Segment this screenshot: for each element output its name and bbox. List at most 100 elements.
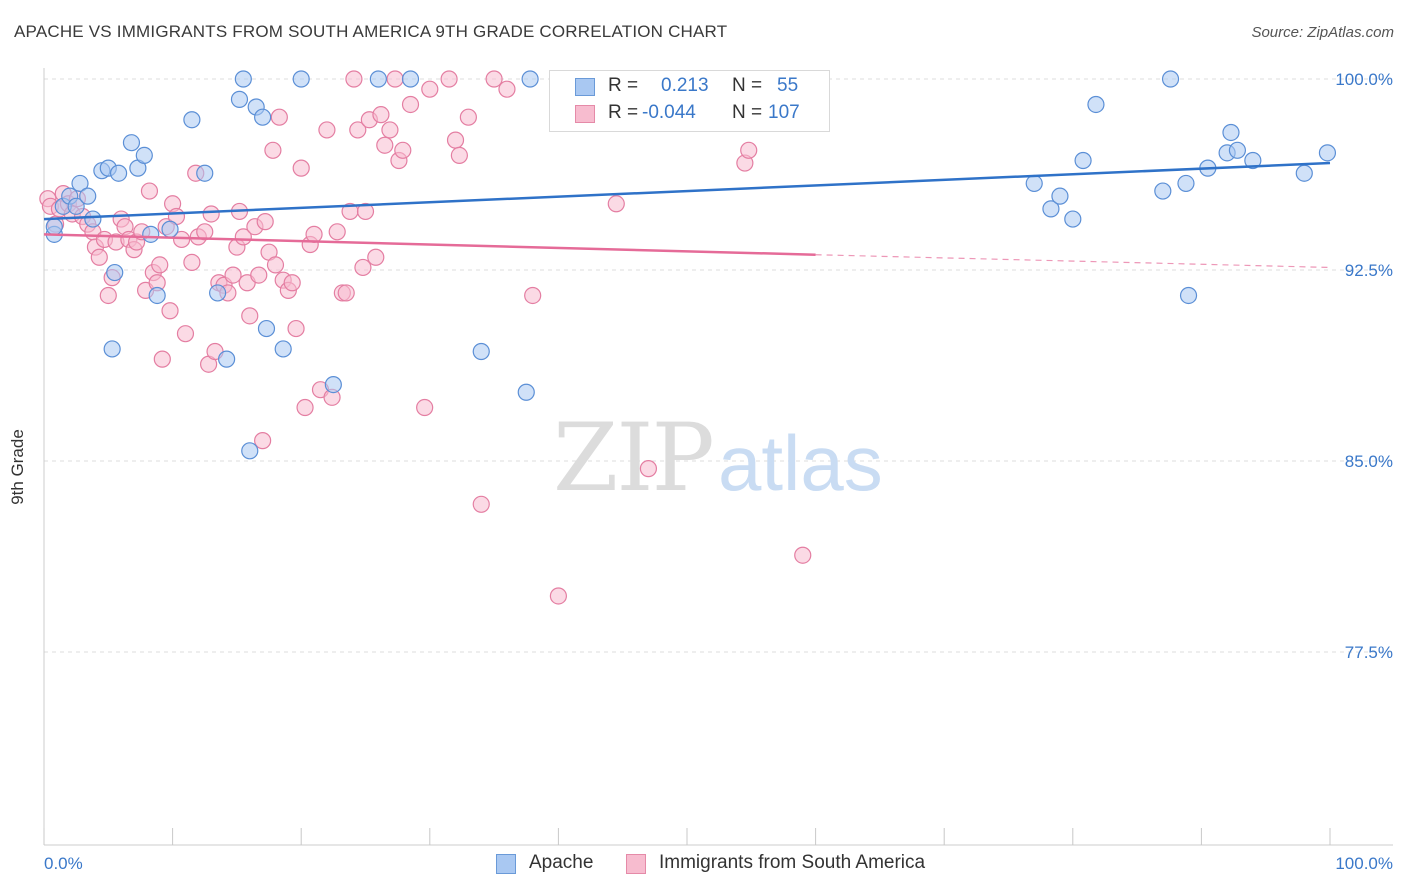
trend-line-apache <box>43 161 1331 221</box>
apache-point <box>257 319 276 338</box>
legend-r-value-apache: 0.213 <box>661 75 709 96</box>
bottom-legend-swatch-immigrants <box>626 854 646 874</box>
legend-swatch-apache <box>575 78 595 96</box>
legend-n-label: N = <box>732 75 763 96</box>
apache-point <box>1025 174 1043 193</box>
apache-point <box>109 164 128 182</box>
x-tick-label: 100.0% <box>1335 854 1393 873</box>
source-label[interactable]: Source: ZipAtlas.com <box>1251 24 1394 41</box>
immigrants-point <box>607 195 625 213</box>
immigrants-point <box>740 141 758 159</box>
apache-point <box>1179 286 1198 305</box>
immigrants-point <box>328 223 346 241</box>
apache-point <box>1222 123 1240 142</box>
immigrants-point <box>292 159 310 177</box>
apache-point <box>254 108 272 126</box>
bottom-legend-label-immigrants: Immigrants from South America <box>659 852 926 873</box>
apache-point <box>161 220 179 238</box>
trend-line-immigrants-extrapolated <box>815 254 1331 269</box>
x-tick-label: 0.0% <box>44 854 83 873</box>
immigrants-point <box>99 286 117 305</box>
bottom-legend-swatch-apache <box>496 854 516 874</box>
immigrants-point <box>250 266 268 284</box>
legend-n-value-apache: 55 <box>777 75 799 96</box>
immigrants-point <box>254 432 272 450</box>
immigrants-point <box>241 307 259 325</box>
immigrants-point <box>264 141 282 159</box>
immigrants-point <box>305 225 323 243</box>
series-immigrants-points <box>39 70 812 605</box>
immigrants-point <box>266 256 285 274</box>
immigrants-point <box>349 121 367 139</box>
apache-point <box>472 342 490 361</box>
stats-legend: R = 0.213 N = 55 R = -0.044 N = 107 <box>549 70 830 132</box>
immigrants-point <box>183 253 201 271</box>
trend-lines <box>43 161 1331 269</box>
apache-point <box>45 218 63 236</box>
grid-layer <box>44 78 1393 653</box>
immigrants-point <box>416 398 434 417</box>
immigrants-point <box>296 398 314 417</box>
immigrants-point <box>421 80 439 98</box>
y-tick-label: 92.5% <box>1345 261 1393 280</box>
apache-point <box>274 340 292 358</box>
apache-point <box>71 174 89 193</box>
apache-point <box>324 376 342 394</box>
apache-point <box>196 164 214 182</box>
apache-point <box>1042 200 1060 218</box>
immigrants-point <box>176 325 195 343</box>
immigrants-point <box>524 286 542 305</box>
immigrants-point <box>318 121 336 139</box>
legend-swatch-immigrants <box>575 105 595 123</box>
y-tick-label: 100.0% <box>1335 70 1393 89</box>
apache-point <box>103 340 121 358</box>
apache-point <box>1177 174 1195 193</box>
apache-point <box>1295 164 1313 182</box>
watermark: ZIP atlas <box>553 404 883 513</box>
immigrants-point <box>794 546 812 564</box>
immigrants-point <box>140 182 159 200</box>
apache-point <box>148 286 166 305</box>
immigrants-point <box>202 205 220 223</box>
tick-labels: 77.5% 85.0% 92.5% 100.0% 0.0% 100.0% <box>44 70 1393 873</box>
apache-point <box>1074 151 1092 170</box>
series-apache-points <box>45 70 1337 460</box>
immigrants-point <box>394 141 412 159</box>
immigrants-point <box>549 587 568 605</box>
watermark-atlas: atlas <box>718 419 883 507</box>
immigrants-point <box>153 350 171 368</box>
apache-point <box>1064 210 1082 228</box>
chart-title: APACHE VS IMMIGRANTS FROM SOUTH AMERICA … <box>14 22 728 41</box>
legend-r-value-immigrants: -0.044 <box>642 102 696 123</box>
legend-n-value-immigrants: 107 <box>768 102 800 123</box>
immigrants-point <box>639 460 658 478</box>
apache-point <box>67 197 85 215</box>
immigrants-point <box>256 213 274 231</box>
apache-point <box>122 134 141 152</box>
immigrants-point <box>485 70 503 88</box>
immigrants-point <box>450 146 468 164</box>
apache-point <box>135 146 153 164</box>
immigrants-point <box>401 95 420 114</box>
apache-point <box>401 70 420 88</box>
immigrants-point <box>356 202 375 221</box>
immigrants-point <box>287 319 305 338</box>
immigrants-point <box>337 284 355 302</box>
immigrants-point <box>90 248 108 266</box>
legend-row-immigrants: R = -0.044 N = 107 <box>550 100 829 128</box>
apache-point <box>142 225 160 243</box>
apache-point <box>517 383 535 401</box>
immigrants-point <box>151 256 169 274</box>
apache-point <box>1318 144 1337 162</box>
legend-r-label: R = <box>608 102 639 123</box>
apache-point <box>209 284 227 302</box>
apache-point <box>521 70 539 88</box>
apache-point <box>1228 141 1247 159</box>
bottom-legend-label-apache: Apache <box>529 852 594 873</box>
immigrants-point <box>367 248 385 266</box>
immigrants-point <box>283 274 301 292</box>
apache-point <box>1154 182 1172 200</box>
apache-point <box>1051 187 1069 205</box>
apache-point <box>292 70 310 88</box>
